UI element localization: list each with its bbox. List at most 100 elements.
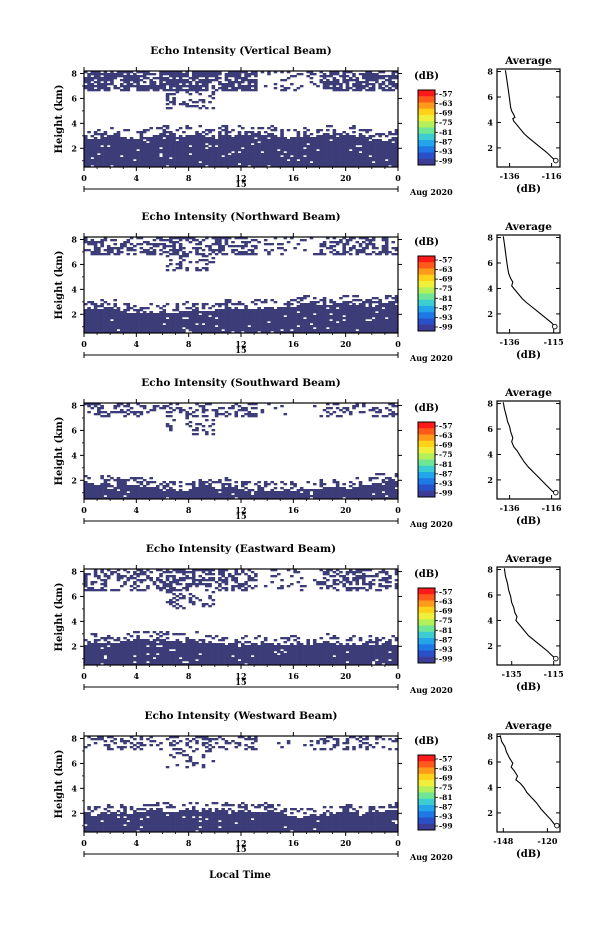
heatmap-cell xyxy=(155,87,160,90)
heatmap-cell xyxy=(133,245,137,248)
heatmap-cell xyxy=(316,157,320,160)
heatmap-cell xyxy=(224,493,229,496)
heatmap-cell xyxy=(123,315,127,318)
heatmap-cell xyxy=(159,159,163,162)
heatmap-cell xyxy=(97,247,101,250)
heatmap-cell xyxy=(352,141,356,144)
heatmap-cell xyxy=(234,249,239,252)
heatmap-cell xyxy=(365,79,369,82)
heatmap-cell xyxy=(201,139,206,142)
heatmap-cell xyxy=(208,245,212,248)
heatmap-cell xyxy=(224,487,229,490)
heatmap-cell xyxy=(309,141,314,144)
heatmap-cell xyxy=(355,307,360,310)
heatmap-cell xyxy=(211,73,216,76)
heatmap-cell xyxy=(332,301,337,304)
heatmap-cell xyxy=(371,307,376,310)
heatmap-cell xyxy=(169,329,173,332)
heatmap-cell xyxy=(169,101,173,104)
heatmap-cell xyxy=(306,163,310,166)
heatmap-cell xyxy=(358,321,363,324)
heatmap-cell xyxy=(103,139,108,142)
heatmap-cell xyxy=(250,313,255,316)
heatmap-cell xyxy=(106,89,111,92)
heatmap-cell xyxy=(126,75,131,78)
heatmap-cell xyxy=(303,313,307,316)
heatmap-cell xyxy=(191,135,196,138)
heatmap-cell xyxy=(198,317,203,320)
heatmap-cell xyxy=(326,495,330,498)
heatmap-cell xyxy=(362,309,366,312)
heatmap-cell xyxy=(319,491,324,494)
heatmap-cell xyxy=(362,323,366,326)
heatmap-cell xyxy=(84,475,88,478)
heatmap-cell xyxy=(270,481,275,484)
heatmap-cell xyxy=(283,489,288,492)
heatmap-cell xyxy=(342,307,346,310)
heatmap-cell xyxy=(244,407,248,410)
heatmap-cell xyxy=(191,147,196,150)
heatmap-cell xyxy=(126,315,131,318)
heatmap-cell xyxy=(221,83,225,86)
heatmap-cell xyxy=(257,317,261,320)
heatmap-cell xyxy=(133,485,137,488)
heatmap-cell xyxy=(175,263,180,266)
heatmap-cell xyxy=(188,313,193,316)
heatmap-cell xyxy=(211,149,216,152)
heatmap-cell xyxy=(394,163,399,166)
heatmap-cell xyxy=(299,163,304,166)
heatmap-cell xyxy=(205,317,209,320)
heatmap-cell xyxy=(244,163,248,166)
x-tick-label: 0 xyxy=(395,339,401,349)
heatmap-cell xyxy=(87,477,91,480)
heatmap-cell xyxy=(146,249,150,252)
heatmap-cell xyxy=(84,311,88,314)
heatmap-cell xyxy=(198,99,203,102)
heatmap-cell xyxy=(218,143,222,146)
heatmap-cell xyxy=(172,163,176,166)
heatmap-cell xyxy=(319,495,324,498)
heatmap-cell xyxy=(155,493,160,496)
heatmap-cell xyxy=(126,149,131,152)
heatmap-cell xyxy=(303,295,307,298)
heatmap-cell xyxy=(169,425,173,428)
heatmap-cell xyxy=(306,141,310,144)
heatmap-cell xyxy=(326,155,330,158)
heatmap-cell xyxy=(93,145,98,148)
heatmap-cell xyxy=(191,157,196,160)
heatmap-cell xyxy=(348,139,353,142)
heatmap-cell xyxy=(214,481,219,484)
heatmap-cell xyxy=(224,87,229,90)
heatmap-cell xyxy=(103,331,108,334)
heatmap-cell xyxy=(237,161,242,164)
heatmap-cell xyxy=(319,151,324,154)
heatmap-cell xyxy=(326,403,330,406)
heatmap-cell xyxy=(201,405,206,408)
heatmap-cell xyxy=(224,325,229,328)
heatmap-cell xyxy=(90,159,95,162)
heatmap-cell xyxy=(195,303,199,306)
heatmap-cell xyxy=(296,153,301,156)
heatmap-cell xyxy=(84,497,88,500)
heatmap-cell xyxy=(205,73,209,76)
heatmap-cell xyxy=(224,79,229,82)
heatmap-cell xyxy=(227,79,232,82)
heatmap-cell xyxy=(329,497,333,500)
heatmap-cell xyxy=(142,163,147,166)
heatmap-cell xyxy=(133,141,137,144)
heatmap-cell xyxy=(201,497,206,500)
heatmap-cell xyxy=(332,145,337,148)
heatmap-cell xyxy=(221,151,225,154)
heatmap-cell xyxy=(358,303,363,306)
heatmap-cell xyxy=(286,321,291,324)
heatmap-cell xyxy=(103,157,108,160)
heatmap-cell xyxy=(165,411,170,414)
heatmap-cell xyxy=(358,161,363,164)
heatmap-cell xyxy=(273,311,278,314)
heatmap-cell xyxy=(342,325,346,328)
heatmap-cell xyxy=(191,77,196,80)
heatmap-cell xyxy=(260,309,265,312)
heatmap-cell xyxy=(335,303,340,306)
heatmap-cell xyxy=(169,237,173,240)
heatmap-cell xyxy=(159,313,163,316)
